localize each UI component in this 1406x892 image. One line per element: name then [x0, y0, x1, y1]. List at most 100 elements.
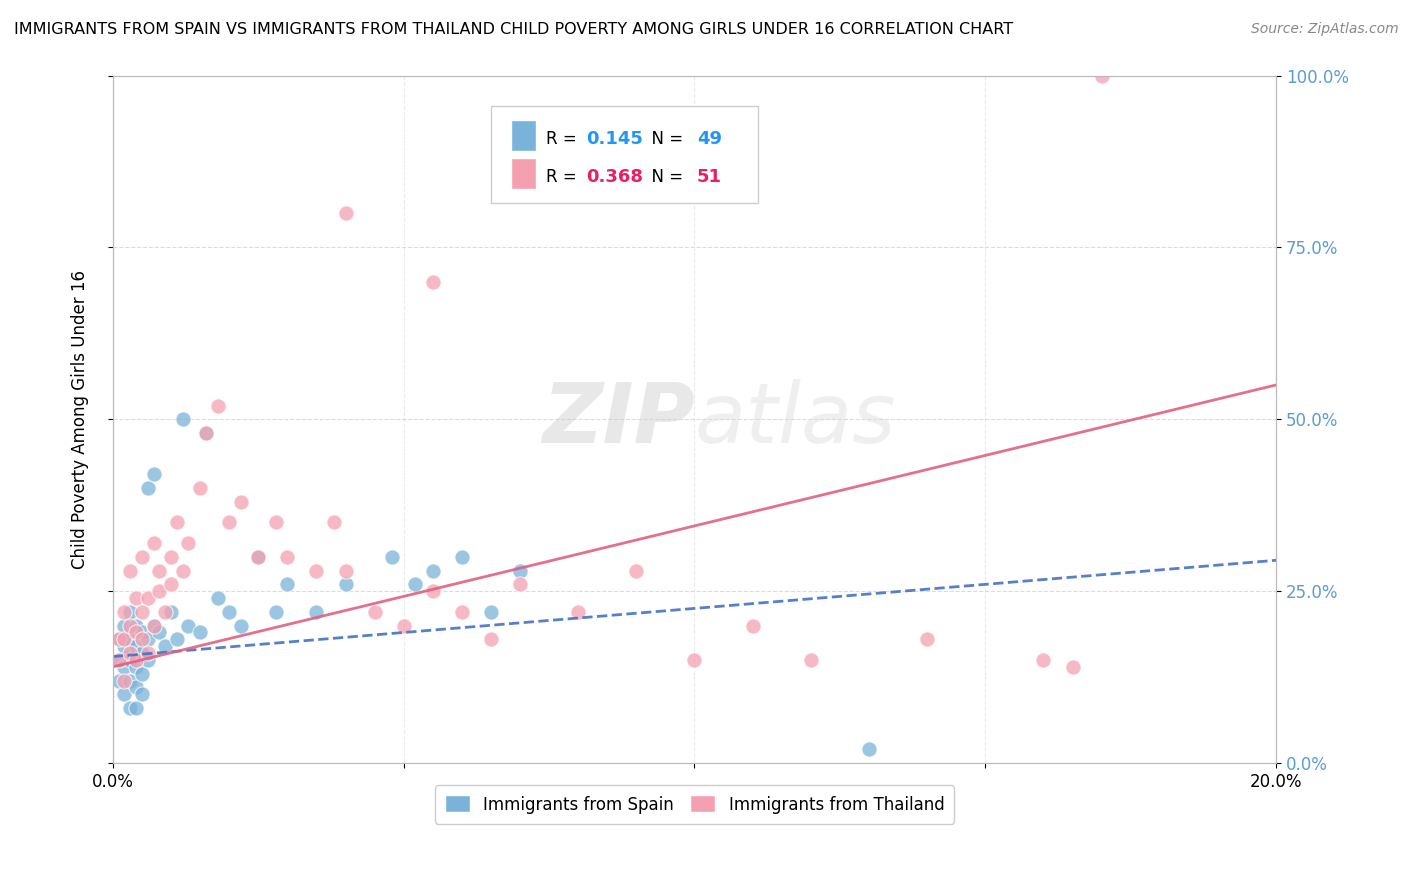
Point [136, 646, 159, 660]
Point [188, 625, 211, 640]
Point [567, 605, 589, 619]
Point [136, 591, 159, 606]
Point [305, 605, 328, 619]
Point [114, 687, 136, 701]
Point [509, 577, 531, 591]
Point [131, 632, 153, 647]
Point [148, 625, 170, 640]
Point [509, 564, 531, 578]
Point [120, 564, 142, 578]
Point [381, 549, 404, 564]
Point [422, 275, 444, 289]
Point [247, 549, 270, 564]
Point [114, 605, 136, 619]
Point [120, 646, 142, 660]
Text: R =: R = [546, 129, 582, 147]
Point [148, 584, 170, 599]
Text: R =: R = [546, 168, 582, 186]
Point [177, 618, 200, 632]
Point [131, 605, 153, 619]
Text: IMMIGRANTS FROM SPAIN VS IMMIGRANTS FROM THAILAND CHILD POVERTY AMONG GIRLS UNDE: IMMIGRANTS FROM SPAIN VS IMMIGRANTS FROM… [14, 22, 1014, 37]
Point [305, 564, 328, 578]
Point [538, 123, 561, 137]
Point [683, 653, 706, 667]
Point [120, 701, 142, 715]
Point [107, 653, 129, 667]
Point [166, 632, 188, 647]
Point [131, 625, 153, 640]
Point [422, 584, 444, 599]
Point [800, 653, 823, 667]
Text: ZIP: ZIP [541, 379, 695, 459]
Point [172, 564, 194, 578]
Point [153, 639, 176, 653]
Point [335, 577, 357, 591]
Point [264, 516, 287, 530]
FancyBboxPatch shape [510, 159, 536, 189]
Y-axis label: Child Poverty Among Girls Under 16: Child Poverty Among Girls Under 16 [72, 269, 89, 569]
Point [166, 516, 188, 530]
Point [107, 653, 129, 667]
Point [153, 605, 176, 619]
Point [125, 681, 148, 695]
Text: 49: 49 [697, 129, 721, 147]
Point [450, 605, 472, 619]
Point [172, 412, 194, 426]
Point [188, 481, 211, 495]
Point [136, 632, 159, 647]
Point [335, 206, 357, 220]
Point [194, 426, 217, 441]
Point [142, 536, 165, 550]
Point [229, 618, 252, 632]
Point [142, 618, 165, 632]
Point [142, 618, 165, 632]
Text: 0.368: 0.368 [586, 168, 644, 186]
Text: N =: N = [641, 168, 689, 186]
Point [142, 467, 165, 482]
Text: N =: N = [641, 129, 689, 147]
Point [160, 549, 183, 564]
Point [148, 564, 170, 578]
Point [131, 666, 153, 681]
Point [422, 564, 444, 578]
Point [229, 495, 252, 509]
Point [915, 632, 938, 647]
FancyBboxPatch shape [491, 106, 758, 202]
Legend: Immigrants from Spain, Immigrants from Thailand: Immigrants from Spain, Immigrants from T… [434, 785, 955, 823]
Point [114, 660, 136, 674]
Point [125, 701, 148, 715]
Point [131, 549, 153, 564]
Text: 51: 51 [697, 168, 721, 186]
Point [392, 618, 415, 632]
Point [322, 516, 344, 530]
Point [136, 653, 159, 667]
Point [107, 632, 129, 647]
Point [136, 481, 159, 495]
Point [177, 536, 200, 550]
Point [131, 687, 153, 701]
Point [1032, 653, 1054, 667]
Point [741, 618, 763, 632]
Point [479, 605, 502, 619]
Point [626, 564, 648, 578]
Point [335, 564, 357, 578]
Point [264, 605, 287, 619]
Point [107, 673, 129, 688]
Point [450, 549, 472, 564]
Point [120, 605, 142, 619]
Point [160, 577, 183, 591]
Point [114, 639, 136, 653]
Point [363, 605, 385, 619]
Point [131, 646, 153, 660]
Point [125, 660, 148, 674]
Text: 0.145: 0.145 [586, 129, 643, 147]
Point [218, 605, 240, 619]
Point [120, 618, 142, 632]
Point [114, 632, 136, 647]
Point [1062, 660, 1084, 674]
Point [207, 591, 229, 606]
FancyBboxPatch shape [510, 120, 536, 151]
Text: Source: ZipAtlas.com: Source: ZipAtlas.com [1251, 22, 1399, 37]
Point [160, 605, 183, 619]
Point [114, 618, 136, 632]
